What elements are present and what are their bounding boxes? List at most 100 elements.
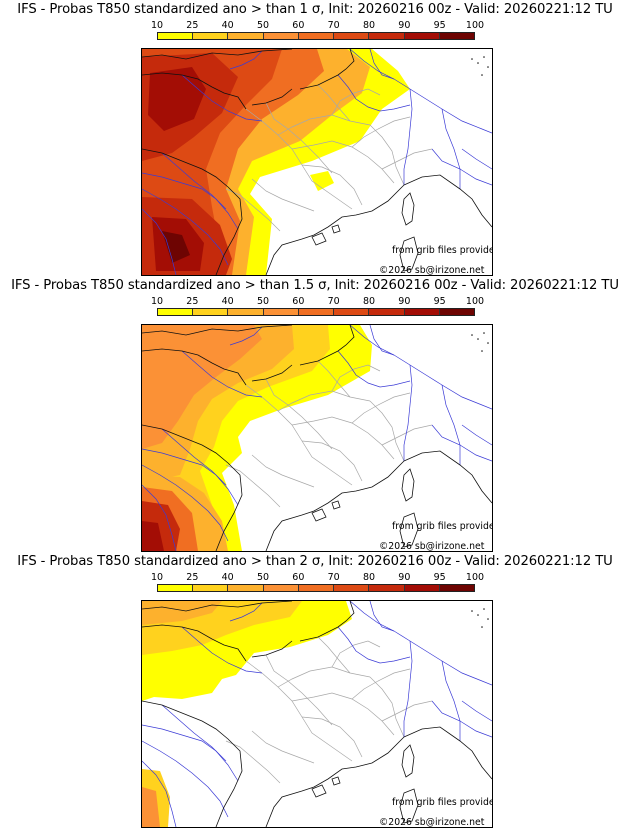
- legend-swatch: [298, 309, 335, 315]
- legend-swatch: [334, 33, 370, 39]
- river-line: [369, 49, 395, 80]
- legend-label: 70: [327, 296, 340, 307]
- legend-label: 80: [362, 296, 376, 307]
- river-line: [337, 626, 411, 664]
- legend-swatch: [298, 585, 335, 591]
- map-panel-2-sigma: IFS - Probas T850 standardized ano > tha…: [0, 552, 630, 828]
- islet: [477, 614, 479, 616]
- islet: [483, 332, 485, 334]
- source-credit: from grib files provided by ECMWF: [392, 245, 492, 256]
- legend-colorbar: [157, 308, 475, 316]
- admin-border: [301, 716, 363, 758]
- river-line: [142, 740, 229, 818]
- admin-border: [277, 666, 371, 688]
- probability-shading: [310, 171, 334, 191]
- map-canvas: [142, 325, 492, 551]
- islet: [477, 338, 479, 340]
- legend-label: 40: [221, 572, 234, 583]
- island-outline: [399, 512, 419, 548]
- legend-label: 40: [221, 20, 234, 31]
- island-outline: [311, 500, 341, 522]
- admin-border: [369, 676, 405, 738]
- source-credit: from grib files provided by ECMWF: [392, 521, 492, 532]
- legend-label: 80: [362, 572, 376, 583]
- coastline: [403, 450, 492, 504]
- copyright-notice: ©2026 sb@irizone.net: [379, 265, 485, 276]
- probability-map: from grib files provided by ECMWF ©2026 …: [141, 48, 493, 276]
- legend-swatch: [193, 585, 229, 591]
- admin-border: [251, 730, 315, 764]
- legend-swatch: [158, 585, 194, 591]
- legend-swatch: [369, 585, 405, 591]
- legend-label: 10: [150, 20, 164, 31]
- legend-label: 25: [186, 20, 199, 31]
- panel-title: IFS - Probas T850 standardized ano > tha…: [17, 2, 613, 17]
- river-line: [403, 364, 413, 461]
- legend-label: 90: [398, 296, 411, 307]
- admin-border: [225, 464, 281, 508]
- coastline: [403, 726, 492, 780]
- legend-label: 95: [433, 296, 446, 307]
- legend-label: 70: [327, 20, 340, 31]
- river-line: [349, 601, 492, 686]
- legend-swatch: [193, 33, 229, 39]
- river-line: [161, 152, 227, 210]
- panel-title: IFS - Probas T850 standardized ano > tha…: [17, 554, 613, 569]
- probability-map: from grib files provided by ECMWF ©2026 …: [141, 600, 493, 828]
- copyright-notice: ©2026 sb@irizone.net: [379, 541, 485, 552]
- river-line: [403, 640, 413, 737]
- coastline: [142, 601, 405, 827]
- probability-shading: [142, 521, 164, 551]
- admin-border: [245, 660, 353, 762]
- admin-border: [331, 640, 381, 668]
- admin-border: [291, 692, 395, 736]
- legend-label: 95: [433, 20, 446, 31]
- river-line: [349, 49, 492, 134]
- river-line: [229, 326, 263, 346]
- river-line: [441, 108, 461, 189]
- legend-swatch: [193, 309, 229, 315]
- islet: [481, 350, 483, 352]
- admin-border: [291, 416, 395, 460]
- river-line: [461, 424, 492, 446]
- river-line: [369, 601, 395, 632]
- admin-border: [317, 84, 351, 122]
- legend-swatch: [228, 309, 264, 315]
- probability-shading: [162, 231, 190, 263]
- river-line: [142, 208, 177, 275]
- color-legend: 10 25 40 50 60 70 80 90 95 100: [151, 572, 484, 593]
- legend-swatch: [334, 585, 370, 591]
- river-line: [431, 148, 492, 186]
- river-line: [142, 724, 239, 782]
- island-outline: [399, 236, 419, 272]
- island-outline: [401, 744, 415, 778]
- probability-map: from grib files provided by ECMWF ©2026 …: [141, 324, 493, 552]
- islet: [471, 334, 473, 336]
- river-line: [181, 350, 263, 398]
- admin-border: [381, 148, 433, 170]
- admin-border: [265, 654, 333, 726]
- islet: [477, 62, 479, 64]
- island-outline: [399, 788, 419, 824]
- legend-label: 25: [186, 572, 199, 583]
- coastline: [142, 49, 405, 275]
- legend-labels: 10 25 40 50 60 70 80 90 95 100: [151, 20, 484, 31]
- islet: [471, 610, 473, 612]
- admin-border: [245, 108, 353, 210]
- river-line: [431, 424, 492, 462]
- legend-labels: 10 25 40 50 60 70 80 90 95 100: [151, 296, 484, 307]
- legend-swatch: [263, 585, 299, 591]
- coastline: [142, 325, 405, 551]
- legend-label: 100: [465, 572, 485, 583]
- admin-border: [369, 400, 405, 462]
- legend-label: 100: [465, 296, 485, 307]
- legend-label: 60: [292, 20, 305, 31]
- admin-border: [369, 124, 405, 186]
- river-line: [337, 350, 411, 388]
- legend-labels: 10 25 40 50 60 70 80 90 95 100: [151, 572, 484, 583]
- island-outline: [401, 468, 415, 502]
- admin-border: [317, 360, 351, 398]
- source-credit: from grib files provided by ECMWF: [392, 797, 492, 808]
- legend-label: 70: [327, 572, 340, 583]
- legend-swatch: [369, 309, 405, 315]
